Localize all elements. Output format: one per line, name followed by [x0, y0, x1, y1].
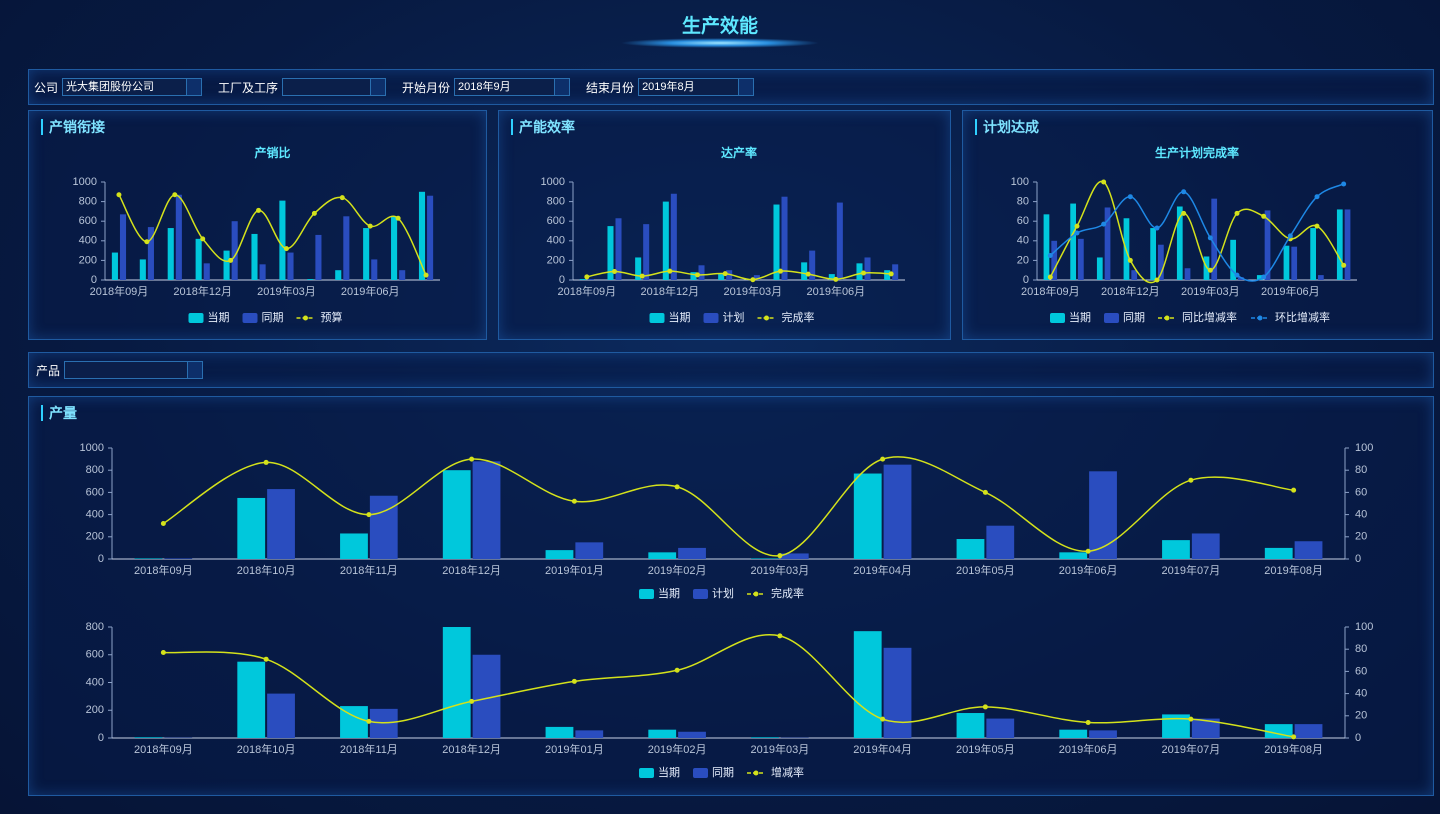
panel-title: 产销衔接 — [41, 119, 105, 135]
panel: 计划达成 — [962, 110, 1433, 340]
panel: 产能效率 — [498, 110, 951, 340]
filter-label: 产品 — [36, 363, 61, 378]
panel-title: 计划达成 — [975, 119, 1039, 135]
filter-label: 结束月份 — [586, 80, 635, 95]
panel: 产量 — [28, 396, 1434, 796]
title-glow — [620, 38, 820, 48]
product-select[interactable] — [64, 361, 204, 379]
factory-select[interactable] — [282, 78, 387, 96]
company-select[interactable]: 光大集团股份公司 — [62, 78, 203, 96]
page-title: 生产效能 — [681, 16, 758, 37]
panel-title: 产能效率 — [511, 119, 575, 135]
filter-label: 工厂及工序 — [218, 80, 279, 95]
start-month-select[interactable]: 2018年9月 — [454, 78, 571, 96]
panel: 产销衔接 — [28, 110, 487, 340]
filters: 公司 光大集团股份公司 工厂及工序 开始月份 2018年9月 结束月份 2019… — [34, 78, 770, 96]
filter-label: 公司 — [34, 80, 59, 95]
product-bar: 产品 — [28, 352, 1434, 388]
filter-label: 开始月份 — [402, 80, 451, 95]
end-month-select[interactable]: 2019年8月 — [638, 78, 755, 96]
filter-bar: 公司 光大集团股份公司 工厂及工序 开始月份 2018年9月 结束月份 2019… — [28, 69, 1434, 105]
product-filter: 产品 — [36, 361, 219, 379]
panel-title: 产量 — [41, 405, 77, 421]
